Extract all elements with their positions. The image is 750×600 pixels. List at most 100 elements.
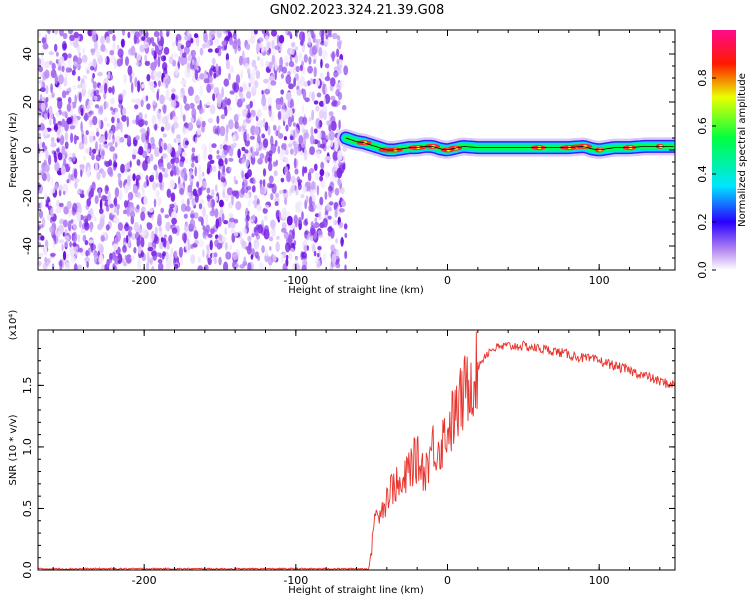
noise-speckle [294,73,299,81]
noise-speckle [110,55,117,64]
noise-speckle [292,129,296,141]
noise-speckle [137,180,140,190]
noise-speckle [214,208,219,219]
spectrogram-xlabel: Height of straight line (km) [288,285,424,296]
noise-speckle [59,218,65,225]
noise-speckle [171,163,176,173]
noise-speckle [199,47,204,56]
noise-speckle [178,246,183,258]
noise-speckle [300,193,305,199]
noise-speckle [288,61,295,68]
noise-speckle [275,100,282,111]
noise-speckle [316,185,320,196]
noise-speckle [157,259,163,264]
noise-speckle [335,262,341,269]
noise-speckle [303,245,308,253]
noise-speckle [282,263,287,270]
noise-speckle [264,155,268,164]
x-tick-label: 100 [589,274,610,287]
noise-speckle [163,32,166,37]
noise-speckle [255,42,261,53]
noise-speckle [173,53,179,58]
noise-speckle [184,34,191,41]
noise-speckle [164,122,171,131]
noise-speckle [243,131,247,143]
noise-speckle [41,97,45,103]
noise-speckle [277,145,281,155]
noise-speckle [202,206,206,218]
noise-speckle [305,195,309,204]
noise-speckle [293,77,296,87]
noise-speckle [284,149,289,156]
noise-speckle [333,66,340,72]
noise-speckle [318,210,322,221]
noise-speckle [197,256,202,263]
noise-speckle [257,255,260,261]
noise-speckle [326,120,332,126]
noise-speckle [45,258,50,267]
noise-speckle [225,251,232,260]
noise-speckle [331,253,337,264]
noise-speckle [249,75,254,84]
noise-speckle [312,32,316,43]
noise-speckle [294,126,299,138]
noise-speckle [130,45,136,56]
noise-speckle [338,119,341,130]
noise-speckle [228,167,232,172]
colorbar-gradient [712,30,736,270]
noise-speckle [274,139,278,147]
noise-speckle [264,88,271,95]
noise-speckle [210,65,216,71]
y-tick-label: -20 [21,189,34,207]
noise-speckle [323,111,327,120]
noise-speckle [38,31,42,38]
noise-speckle [337,178,341,186]
noise-speckle [124,134,129,139]
noise-speckle [257,113,261,118]
noise-speckle [89,61,93,68]
noise-speckle [280,177,285,183]
noise-speckle [65,90,70,96]
noise-speckle [317,230,323,236]
noise-speckle [225,53,229,62]
noise-speckle [202,249,205,258]
noise-speckle [59,55,65,65]
noise-speckle [284,232,288,240]
noise-speckle [136,204,140,210]
noise-speckle [308,116,312,122]
noise-speckle [184,103,191,111]
noise-speckle [239,264,245,269]
noise-speckle [143,41,150,49]
noise-speckle [221,213,225,223]
noise-speckle [217,170,221,181]
noise-speckle [92,115,98,126]
noise-speckle [142,228,147,237]
noise-speckle [224,96,228,104]
noise-speckle [112,34,116,42]
noise-speckle [117,222,123,231]
noise-speckle [158,162,164,170]
noise-speckle [163,55,167,61]
noise-speckle [89,135,94,143]
noise-speckle [82,222,85,231]
noise-speckle [279,56,283,67]
noise-speckle [45,85,49,95]
y-tick-label: 40 [21,47,34,61]
noise-speckle [209,239,213,251]
noise-speckle [246,245,252,255]
noise-speckle [76,57,83,65]
noise-speckle [232,190,238,197]
noise-speckle [283,136,287,141]
noise-speckle [172,122,179,129]
noise-speckle [301,46,305,52]
noise-speckle [105,36,111,44]
noise-speckle [313,66,317,78]
noise-speckle [79,219,82,229]
noise-speckle [91,77,95,84]
noise-speckle [187,243,192,251]
noise-speckle [166,143,173,154]
noise-speckle [100,35,105,45]
noise-speckle [311,109,314,121]
noise-speckle [91,30,97,35]
